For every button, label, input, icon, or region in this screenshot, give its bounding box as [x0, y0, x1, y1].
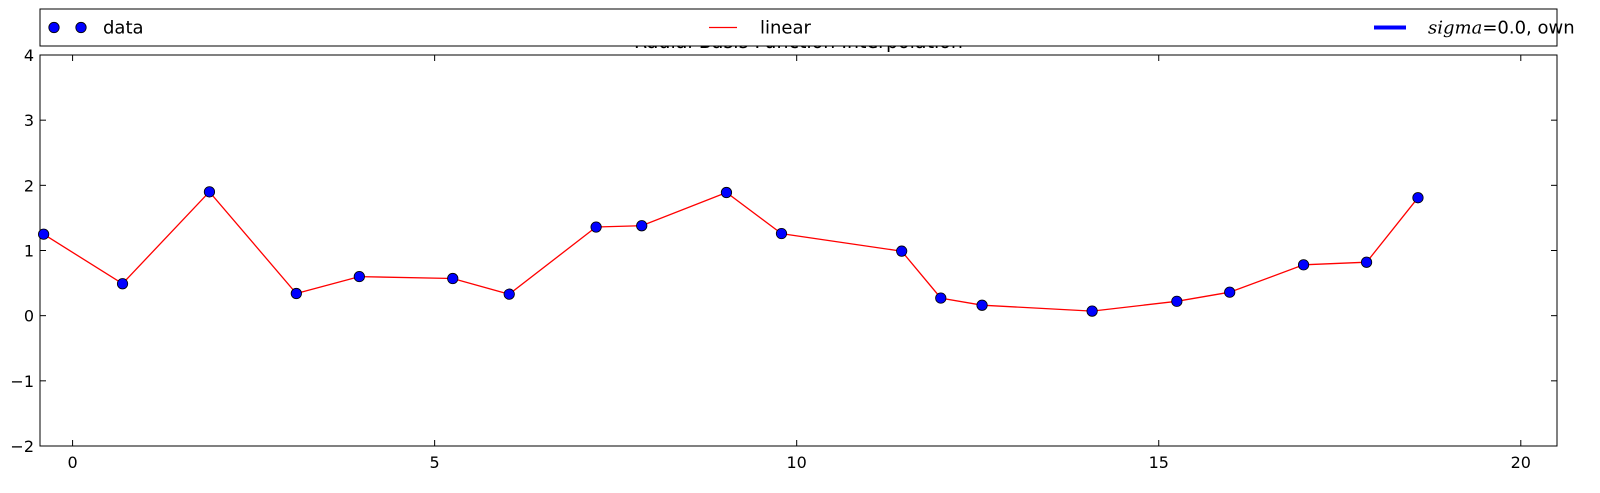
- data-point: [116, 278, 129, 290]
- data-point: [447, 272, 459, 285]
- data-point: [775, 227, 788, 240]
- y-tick-label: 4: [24, 46, 34, 65]
- data-point: [203, 186, 216, 198]
- data-point: [590, 221, 602, 233]
- data-point: [896, 245, 908, 257]
- y-tick-label: −1: [10, 372, 34, 391]
- x-tick-label: 5: [430, 453, 440, 472]
- x-tick-label: 20: [1511, 453, 1531, 472]
- data-point: [1086, 305, 1098, 317]
- data-point: [976, 299, 988, 311]
- data-point: [935, 292, 947, 304]
- legend-data-marker: [75, 21, 87, 34]
- data-point: [1171, 295, 1183, 307]
- series-linear-line: [43, 190, 1419, 312]
- y-tick-label: 1: [24, 242, 34, 261]
- data-point: [1412, 192, 1424, 204]
- x-tick-label: 0: [67, 453, 77, 472]
- legend-data-label: data: [103, 18, 144, 39]
- data-point: [1224, 286, 1236, 298]
- legend-sigma-rest: =0.0, own: [1482, 18, 1574, 39]
- legend-data-marker: [48, 21, 60, 34]
- legend-linear-label: linear: [760, 18, 812, 39]
- legend-sigma-math: sigma: [1428, 18, 1482, 39]
- y-tick-label: 3: [24, 111, 34, 130]
- x-tick-label: 10: [787, 453, 807, 472]
- plot-frame: [39, 54, 1558, 447]
- legend-box: [39, 8, 1558, 47]
- data-point: [636, 220, 648, 232]
- data-point: [1297, 259, 1310, 271]
- data-point: [720, 186, 733, 199]
- data-point: [38, 228, 50, 240]
- y-tick-label: 2: [24, 176, 34, 195]
- x-tick-label: 15: [1149, 453, 1169, 472]
- data-point: [503, 288, 515, 300]
- data-point: [1360, 256, 1373, 268]
- y-tick-label: −2: [10, 437, 34, 456]
- legend-sigma-label: sigma=0.0, own: [1428, 18, 1575, 39]
- data-point: [290, 287, 302, 300]
- data-point: [353, 270, 365, 283]
- y-tick-label: 0: [24, 307, 34, 326]
